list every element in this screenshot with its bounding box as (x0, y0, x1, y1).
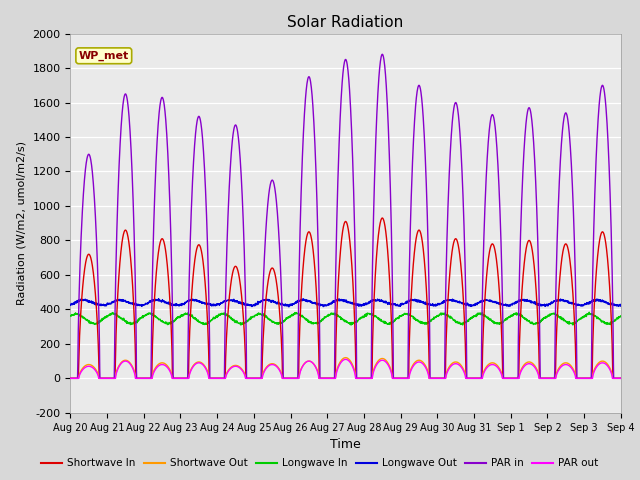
X-axis label: Time: Time (330, 438, 361, 451)
Text: WP_met: WP_met (79, 51, 129, 61)
Y-axis label: Radiation (W/m2, umol/m2/s): Radiation (W/m2, umol/m2/s) (17, 141, 27, 305)
Title: Solar Radiation: Solar Radiation (287, 15, 404, 30)
Legend: Shortwave In, Shortwave Out, Longwave In, Longwave Out, PAR in, PAR out: Shortwave In, Shortwave Out, Longwave In… (37, 454, 603, 472)
